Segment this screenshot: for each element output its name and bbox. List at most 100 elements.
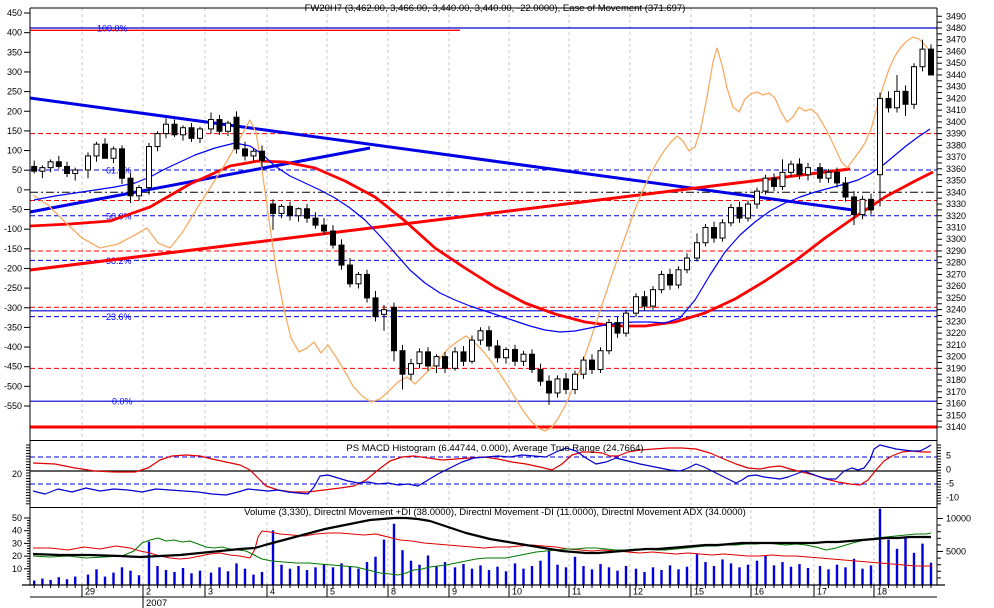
volume-bar — [235, 563, 238, 585]
macd-histogram-line — [32, 447, 931, 493]
main-right-tick-label: 3240 — [946, 305, 966, 315]
main-left-tick-label: -550 — [4, 401, 22, 411]
main-left-tick-label: 450 — [7, 8, 22, 18]
volume-bar — [331, 567, 335, 585]
bottom-right-tick-label: 10000 — [946, 514, 971, 524]
volume-bar — [314, 567, 317, 585]
main-right-tick-label: 3210 — [946, 340, 966, 350]
main-right-tick-label: 3270 — [946, 269, 966, 279]
bottom-left-tick-label: 10 — [12, 564, 22, 574]
bottom-left-tick-label: 40 — [12, 526, 22, 536]
volume-bar — [86, 574, 90, 585]
main-right-tick-label: 3400 — [946, 117, 966, 127]
date-label: 4 — [270, 587, 275, 597]
candlesticks — [31, 39, 934, 405]
horizontal-levels: 100.0% 61.8% 50.0% 38.2% 23.6% 0.0% — [30, 24, 937, 429]
volume-bar — [137, 575, 141, 585]
candle-body — [64, 165, 70, 175]
candle-body — [859, 198, 866, 216]
candle-body — [641, 296, 648, 307]
candle-body — [469, 339, 475, 362]
candle-body — [47, 161, 54, 169]
volume-bar — [49, 579, 52, 585]
volume-bar — [443, 562, 447, 585]
bottom-left-tick-label: 50 — [12, 513, 22, 523]
volume-bar — [729, 563, 733, 585]
volume-bar — [181, 568, 185, 585]
candle-body — [391, 306, 397, 352]
volume-bar — [435, 566, 438, 585]
candle-body — [477, 330, 484, 341]
volume-bar — [738, 567, 741, 585]
atr-line — [32, 444, 932, 496]
candle-body — [894, 90, 900, 109]
main-right-tick-label: 3140 — [946, 422, 966, 432]
candle-body — [233, 116, 240, 150]
candle-body — [312, 217, 319, 226]
year-label: 2007 — [146, 598, 167, 608]
volume-bar — [322, 564, 326, 585]
candle-body — [911, 66, 917, 105]
date-label: 17 — [817, 587, 827, 597]
volume-bar — [112, 572, 115, 585]
candle-body — [658, 273, 665, 291]
main-right-tick-label: 3460 — [946, 46, 966, 56]
volume-bar — [103, 576, 107, 585]
main-right-tick-label: 3450 — [946, 58, 966, 68]
volume-bar — [721, 559, 724, 585]
volume-bar — [844, 567, 847, 585]
date-label: 3 — [208, 587, 213, 597]
main-right-tick-label: 3180 — [946, 375, 966, 385]
main-panel-title: FW20H7 (3,462.00, 3,466.00, 3,440.00, 3,… — [305, 3, 686, 14]
candle-body — [868, 198, 874, 211]
trendlines-and-mas — [29, 36, 934, 432]
volume-bar — [789, 566, 793, 585]
candle-body — [270, 203, 276, 214]
volume-bar — [852, 558, 856, 585]
volume-bar — [522, 568, 525, 585]
candle-body — [347, 264, 353, 285]
candle-body — [877, 97, 883, 176]
main-right-tick-label: 3150 — [946, 410, 966, 420]
candle-body — [486, 330, 492, 347]
volume-bar — [357, 568, 360, 585]
volume-bar — [401, 550, 404, 585]
volume-bar — [129, 570, 132, 585]
volume-bar — [869, 565, 873, 585]
candle-body — [442, 356, 448, 369]
mid-right-tick-label: 0 — [946, 465, 951, 475]
indicator-panels — [30, 444, 937, 585]
main-left-tick-label: -250 — [4, 283, 22, 293]
volume-bar — [288, 568, 292, 585]
volume-bar — [280, 564, 283, 585]
date-label: 10 — [512, 587, 522, 597]
candle-body — [460, 351, 467, 362]
volume-bar — [539, 560, 542, 585]
main-left-tick-label: -450 — [4, 362, 22, 372]
candle-body — [102, 143, 108, 159]
main-right-tick-label: 3370 — [946, 152, 966, 162]
candle-body — [127, 177, 134, 197]
volume-bar — [912, 552, 916, 585]
volume-bar — [147, 541, 151, 585]
volume-bar — [348, 566, 352, 585]
candle-body — [425, 351, 431, 367]
volume-bar — [226, 571, 230, 585]
volume-bar — [634, 568, 638, 585]
candle-body — [163, 123, 169, 135]
main-left-tick-label: 50 — [12, 165, 22, 175]
main-left-tick-label: -200 — [4, 263, 22, 273]
main-right-tick-label: 3310 — [946, 222, 966, 232]
date-label: 16 — [754, 587, 764, 597]
main-left-tick-label: 100 — [7, 146, 22, 156]
minus-di-line — [33, 530, 931, 567]
fib-label: 50.0% — [106, 211, 132, 221]
main-right-tick-label: 3480 — [946, 23, 966, 33]
main-left-tick-label: 350 — [7, 47, 22, 57]
main-right-tick-label: 3280 — [946, 258, 966, 268]
volume-bar — [755, 560, 759, 585]
volume-bar — [453, 567, 457, 585]
macd-panel-title: PS MACD Histogram (6.44744, 0.000), Aver… — [346, 443, 643, 454]
candle-body — [85, 155, 91, 171]
main-right-tick-label: 3200 — [946, 352, 966, 362]
